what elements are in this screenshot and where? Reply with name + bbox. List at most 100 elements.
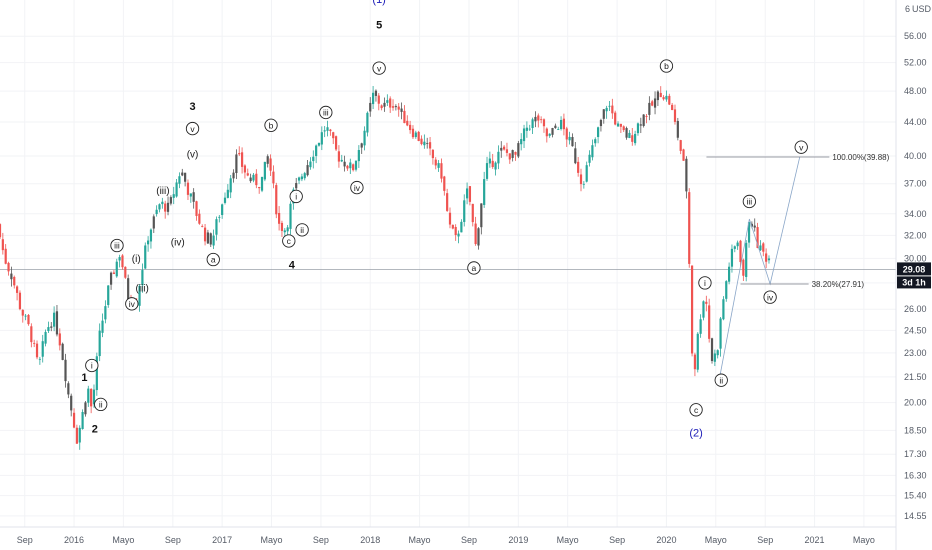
candle <box>403 105 406 124</box>
wave-label[interactable]: c <box>689 403 703 417</box>
y-tick-label: 52.00 <box>904 58 927 68</box>
candle <box>278 206 281 231</box>
wave-label[interactable]: v <box>185 121 200 136</box>
candle <box>337 145 341 168</box>
candle <box>596 126 600 144</box>
candle <box>144 242 147 270</box>
candle <box>409 120 412 134</box>
wave-label[interactable]: v <box>372 61 386 75</box>
candle <box>263 161 266 182</box>
candle <box>531 117 534 134</box>
wave-label[interactable]: i <box>289 189 303 204</box>
wave-label[interactable]: a <box>206 252 220 267</box>
candle <box>500 141 503 158</box>
candle <box>1 232 4 255</box>
candle <box>725 280 728 302</box>
candle <box>24 313 27 321</box>
wave-label[interactable]: iv <box>125 297 139 311</box>
y-tick-label: 24.50 <box>904 325 927 335</box>
candle <box>599 118 603 132</box>
wave-label[interactable]: 3 <box>189 101 195 113</box>
countdown-tag: 3d 1h <box>897 276 931 289</box>
svg-text:b: b <box>664 61 669 71</box>
candle <box>374 89 378 102</box>
candle <box>568 131 571 145</box>
candle <box>577 157 580 177</box>
candle <box>289 201 292 235</box>
x-tick-label: 2019 <box>508 535 528 545</box>
candle <box>611 98 614 119</box>
wave-label[interactable]: iii <box>110 238 124 253</box>
wave-label[interactable]: 4 <box>289 259 296 271</box>
candle <box>317 142 321 147</box>
candle <box>27 314 30 326</box>
candle <box>360 142 363 154</box>
fib-line[interactable]: 38.20%(27.91) <box>740 280 864 289</box>
wave-label[interactable]: v <box>794 140 808 154</box>
x-tick-label: Mayo <box>557 535 579 545</box>
wave-label[interactable]: (2) <box>689 427 702 439</box>
wave-label[interactable]: (v) <box>187 150 199 161</box>
candle <box>195 200 198 221</box>
candle <box>585 161 588 183</box>
wave-label[interactable]: iv <box>350 180 364 195</box>
candle <box>631 127 634 146</box>
wave-label[interactable]: iii <box>319 105 333 120</box>
svg-text:i: i <box>704 278 706 288</box>
x-tick-label: Sep <box>461 535 477 545</box>
candle <box>497 145 500 170</box>
candle <box>411 125 415 140</box>
wave-label[interactable]: 1 <box>81 372 87 384</box>
candle <box>141 263 144 293</box>
svg-text:i: i <box>91 361 93 371</box>
wave-label[interactable]: ii <box>714 373 728 387</box>
wave-label[interactable]: b <box>264 118 278 132</box>
wave-label[interactable]: 2 <box>92 423 98 435</box>
svg-text:5: 5 <box>376 19 382 31</box>
candle <box>682 148 685 161</box>
projection-path <box>719 156 801 377</box>
candle <box>363 126 366 151</box>
wave-label[interactable]: (iii) <box>136 283 149 294</box>
candle <box>64 353 67 388</box>
wave-label[interactable]: i <box>85 358 99 373</box>
wave-label[interactable]: (i) <box>132 254 141 265</box>
wave-label[interactable]: (iii) <box>156 186 169 197</box>
wave-label[interactable]: a <box>467 261 481 275</box>
x-tick-label: Sep <box>165 535 181 545</box>
svg-text:(2): (2) <box>689 427 702 439</box>
candle <box>483 171 486 208</box>
currency-label[interactable]: USD <box>912 4 932 14</box>
fib-line[interactable]: 100.00%(39.88) <box>706 153 890 162</box>
wave-label[interactable]: iii <box>742 194 757 209</box>
candle <box>460 219 463 233</box>
wave-label[interactable]: ii <box>295 223 309 237</box>
x-tick-label: 2021 <box>805 535 825 545</box>
candle <box>628 130 631 139</box>
candle <box>332 131 335 145</box>
svg-text:i: i <box>295 192 297 202</box>
wave-label[interactable]: (iv) <box>171 238 185 249</box>
wave-label[interactable]: iv <box>763 290 777 304</box>
candle <box>309 157 312 170</box>
wave-label[interactable]: 5 <box>376 19 382 31</box>
wave-label[interactable]: c <box>282 234 296 248</box>
wave-label[interactable]: (1) <box>372 0 385 6</box>
candle <box>58 328 61 351</box>
wave-label[interactable]: i <box>698 276 712 290</box>
y-tick-label: 20.00 <box>904 398 927 408</box>
svg-text:v: v <box>190 124 195 134</box>
candle <box>47 321 50 334</box>
candle <box>198 209 201 225</box>
candle <box>588 150 591 167</box>
candle <box>127 274 130 302</box>
y-tick-label: 17.30 <box>904 449 927 459</box>
svg-text:(v): (v) <box>187 150 199 161</box>
svg-text:iv: iv <box>767 292 774 302</box>
candle <box>699 314 702 338</box>
candle <box>354 160 358 172</box>
wave-label[interactable]: b <box>659 59 674 73</box>
wave-label[interactable]: ii <box>94 397 108 412</box>
